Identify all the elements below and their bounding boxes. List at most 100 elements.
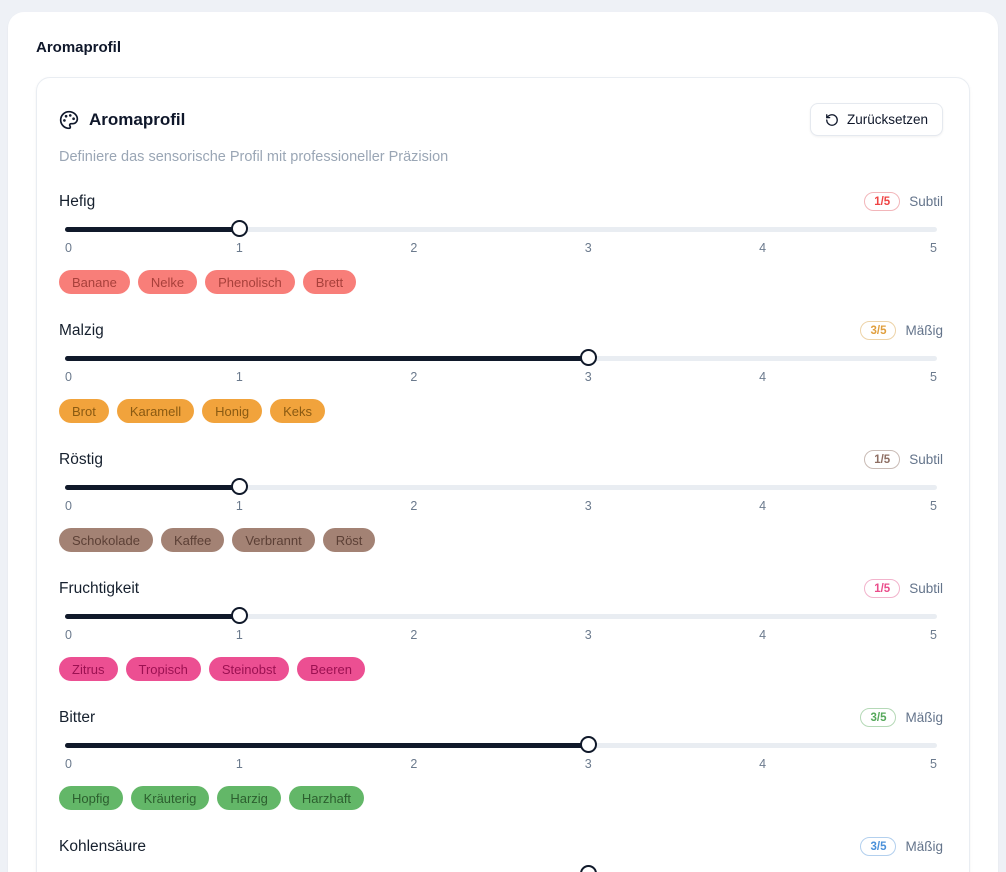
slider-thumb[interactable] (579, 736, 597, 753)
aromaprofil-panel: Aromaprofil Zurücksetzen Definiere das s… (36, 77, 970, 872)
tag-chips: Banane Nelke Phenolisch Brett (59, 270, 943, 294)
tick-label: 1 (235, 628, 243, 642)
section-header: Bitter 3/5 Mäßig (59, 708, 943, 727)
section-meta: 3/5 Mäßig (860, 321, 943, 340)
slider-fill (65, 743, 589, 748)
tag-chip[interactable]: Zitrus (59, 657, 118, 681)
tick-label: 3 (584, 757, 592, 771)
palette-icon (59, 110, 79, 130)
section-meta: 1/5 Subtil (864, 192, 943, 211)
slider-thumb[interactable] (579, 865, 597, 872)
section-label: Röstig (59, 450, 103, 468)
tag-chip[interactable]: Brot (59, 399, 109, 423)
tag-chip[interactable]: Röst (322, 528, 376, 552)
tag-chip[interactable]: Keks (270, 399, 326, 423)
tag-chip[interactable]: Nelke (137, 270, 198, 294)
tick-label: 2 (410, 370, 418, 384)
panel-title: Aromaprofil (89, 109, 186, 129)
tick-label: 2 (410, 628, 418, 642)
section-roestig: Röstig 1/5 Subtil 0 1 2 3 4 5 Schokol (59, 450, 943, 552)
tick-label: 4 (759, 757, 767, 771)
slider-roestig[interactable] (65, 478, 937, 496)
tag-chips: Brot Karamell Honig Keks (59, 399, 943, 423)
tick-label: 5 (930, 628, 937, 642)
tick-label: 0 (65, 499, 72, 513)
intensity-label: Mäßig (905, 710, 943, 725)
tag-chip[interactable]: Harzhaft (288, 786, 365, 810)
tag-chip[interactable]: Beeren (297, 657, 365, 681)
intensity-label: Mäßig (905, 839, 943, 854)
tag-chips: Zitrus Tropisch Steinobst Beeren (59, 657, 943, 681)
tag-chip[interactable]: Steinobst (208, 657, 290, 681)
reset-button[interactable]: Zurücksetzen (809, 103, 943, 136)
tag-chip[interactable]: Schokolade (59, 528, 153, 552)
section-header: Hefig 1/5 Subtil (59, 192, 943, 211)
tag-chip[interactable]: Kräuterig (130, 786, 210, 810)
tick-label: 3 (584, 628, 592, 642)
slider-malzig[interactable] (65, 349, 937, 367)
tag-chip[interactable]: Verbrannt (232, 528, 315, 552)
tick-label: 4 (759, 241, 767, 255)
intensity-label: Subtil (909, 581, 943, 596)
tag-chip[interactable]: Kaffee (160, 528, 225, 552)
tag-chip[interactable]: Phenolisch (205, 270, 295, 294)
value-badge: 3/5 (860, 837, 897, 856)
tag-chip[interactable]: Harzig (217, 786, 281, 810)
slider-thumb[interactable] (579, 349, 597, 366)
slider-ticks: 0 1 2 3 4 5 (65, 241, 937, 258)
slider-track (65, 485, 937, 490)
tick-label: 5 (930, 370, 937, 384)
section-header: Malzig 3/5 Mäßig (59, 321, 943, 340)
tag-chip[interactable]: Hopfig (59, 786, 123, 810)
section-malzig: Malzig 3/5 Mäßig 0 1 2 3 4 5 Brot (59, 321, 943, 423)
tick-label: 3 (584, 370, 592, 384)
tag-chip[interactable]: Tropisch (125, 657, 201, 681)
slider-kohlensaeure[interactable] (65, 865, 937, 872)
slider-thumb[interactable] (230, 220, 248, 237)
tag-chip[interactable]: Honig (202, 399, 263, 423)
tick-label: 5 (930, 241, 937, 255)
slider-thumb[interactable] (230, 478, 248, 495)
value-badge: 1/5 (864, 450, 901, 469)
intensity-label: Subtil (909, 194, 943, 209)
slider-bitter[interactable] (65, 736, 937, 754)
section-meta: 1/5 Subtil (864, 450, 943, 469)
tick-label: 2 (410, 757, 418, 771)
intensity-label: Subtil (909, 452, 943, 467)
tick-label: 1 (235, 757, 243, 771)
reset-button-label: Zurücksetzen (846, 112, 928, 127)
tick-label: 1 (235, 499, 243, 513)
slider-hefig[interactable] (65, 220, 937, 238)
slider-ticks: 0 1 2 3 4 5 (65, 370, 937, 387)
value-badge: 3/5 (860, 321, 897, 340)
tick-label: 1 (235, 241, 243, 255)
section-hefig: Hefig 1/5 Subtil 0 1 2 3 4 5 Banane (59, 192, 943, 294)
slider-fill (65, 485, 240, 490)
tick-label: 0 (65, 628, 72, 642)
slider-thumb[interactable] (230, 607, 248, 624)
reset-icon (825, 113, 839, 127)
value-badge: 3/5 (860, 708, 897, 727)
tick-label: 4 (759, 499, 767, 513)
tag-chip[interactable]: Banane (59, 270, 130, 294)
slider-fruchtigkeit[interactable] (65, 607, 937, 625)
section-label: Fruchtigkeit (59, 579, 140, 597)
section-header: Kohlensäure 3/5 Mäßig (59, 837, 943, 856)
tick-label: 5 (930, 499, 937, 513)
slider-track (65, 227, 937, 232)
tick-label: 0 (65, 370, 72, 384)
tag-chip[interactable]: Karamell (116, 399, 195, 423)
slider-fill (65, 227, 240, 232)
section-kohlensaeure: Kohlensäure 3/5 Mäßig 0 1 2 3 4 5 Pri (59, 837, 943, 872)
section-label: Kohlensäure (59, 837, 147, 855)
panel-header: Aromaprofil Zurücksetzen (59, 103, 943, 136)
tick-label: 3 (584, 499, 592, 513)
slider-ticks: 0 1 2 3 4 5 (65, 757, 937, 774)
section-meta: 3/5 Mäßig (860, 708, 943, 727)
panel-title-wrap: Aromaprofil (59, 110, 185, 130)
section-label: Bitter (59, 708, 96, 726)
tick-label: 4 (759, 370, 767, 384)
page-card: Aromaprofil Aromaprofil (8, 12, 998, 872)
value-badge: 1/5 (864, 579, 901, 598)
tag-chip[interactable]: Brett (302, 270, 357, 294)
